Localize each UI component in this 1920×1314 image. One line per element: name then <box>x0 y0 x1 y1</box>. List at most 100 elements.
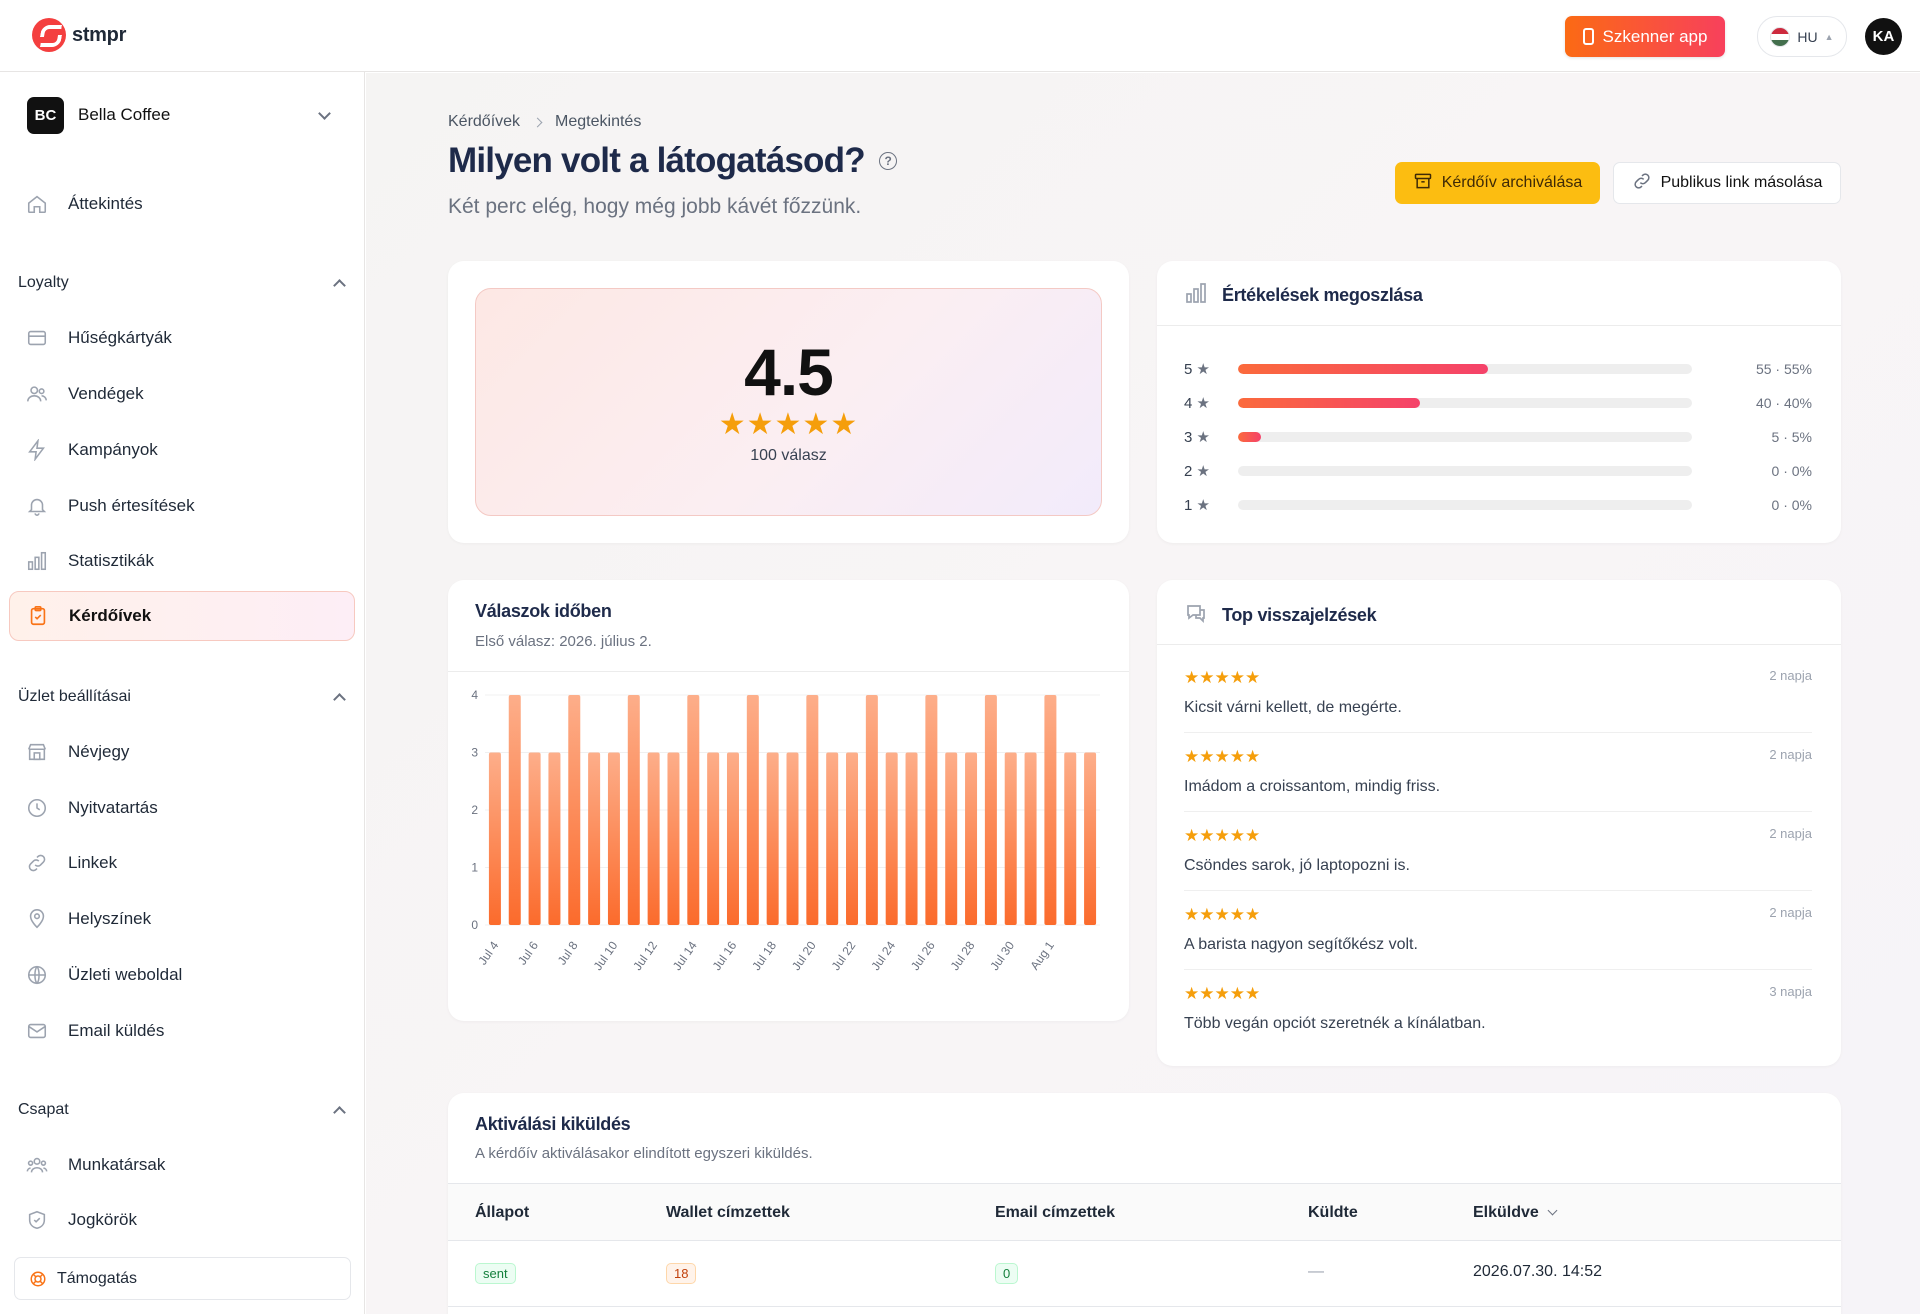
chart-bar[interactable] <box>905 752 918 926</box>
chart-bar[interactable] <box>786 752 799 926</box>
feedback-item: ★★★★★ 2 napja A barista nagyon segítőkés… <box>1184 891 1812 970</box>
users-icon <box>25 382 49 406</box>
archive-label: Kérdőív archiválása <box>1441 174 1583 191</box>
sidebar-item-locations[interactable]: Helyszínek <box>9 894 355 944</box>
support-label: Támogatás <box>57 1269 138 1287</box>
card-icon <box>25 326 49 350</box>
section-team[interactable]: Csapat <box>18 1101 346 1119</box>
support-button[interactable]: Támogatás <box>14 1257 351 1300</box>
sidebar-item-loyalty-cards[interactable]: Hűségkártyák <box>9 313 355 363</box>
scanner-app-button[interactable]: Szkenner app <box>1565 16 1725 57</box>
email-count-badge: 0 <box>995 1263 1019 1284</box>
phone-icon <box>1582 28 1594 45</box>
chart-bar[interactable] <box>548 752 561 926</box>
chat-icon <box>1184 601 1208 630</box>
breadcrumb-current: Megtekintés <box>555 113 642 130</box>
chart-bar[interactable] <box>1084 752 1097 926</box>
feedback-header: Top visszajelzések <box>1184 601 1377 630</box>
store-icon <box>25 740 49 764</box>
chart-bar[interactable] <box>726 752 739 926</box>
breadcrumb-parent[interactable]: Kérdőívek <box>448 113 521 130</box>
chart-bar[interactable] <box>607 752 620 926</box>
logo-text: stmpr <box>72 23 127 46</box>
chart-bar[interactable] <box>588 752 601 926</box>
sidebar-item-email[interactable]: Email küldés <box>9 1006 355 1056</box>
chart-bar[interactable] <box>707 752 720 926</box>
column-header-label: Elküldve <box>1473 1204 1539 1221</box>
x-tick-label: Jul 4 <box>475 938 501 967</box>
sidebar-item-opening-hours[interactable]: Nyitvatartás <box>9 783 355 833</box>
chart-bar[interactable] <box>885 752 898 926</box>
rating-count: 40 · 40% <box>1755 395 1812 411</box>
divider <box>1157 644 1841 645</box>
chart-bar[interactable] <box>528 752 541 926</box>
chart-bar[interactable] <box>1004 752 1017 926</box>
chart-bar[interactable] <box>806 695 819 925</box>
sidebar-item-push[interactable]: Push értesítések <box>9 481 355 531</box>
chart-bar[interactable] <box>647 752 660 926</box>
sidebar-item-campaigns[interactable]: Kampányok <box>9 425 355 475</box>
chart-bar[interactable] <box>1064 752 1077 926</box>
sidebar-item-statistics[interactable]: Statisztikák <box>9 536 355 586</box>
column-header-sent-at[interactable]: Elküldve <box>1473 1204 1558 1222</box>
feedback-stars: ★★★★★ <box>1184 984 1261 1003</box>
sidebar-item-surveys[interactable]: Kérdőívek <box>9 591 355 641</box>
sidebar-item-guests[interactable]: Vendégek <box>9 369 355 419</box>
sidebar-item-website[interactable]: Üzleti weboldal <box>9 950 355 1000</box>
chart-bar[interactable] <box>766 752 779 926</box>
sidebar-item-label: Helyszínek <box>68 909 152 928</box>
section-title: Loyalty <box>18 274 69 291</box>
sidebar-item-overview[interactable]: Áttekintés <box>9 179 355 229</box>
chart-bar[interactable] <box>846 752 859 926</box>
breadcrumb: Kérdőívek Megtekintés <box>448 113 641 131</box>
sidebar-item-links[interactable]: Linkek <box>9 838 355 888</box>
copy-public-link-button[interactable]: Publikus link másolása <box>1613 162 1841 204</box>
feedback-time: 2 napja <box>1769 826 1812 841</box>
chart-bar[interactable] <box>667 752 680 926</box>
responses-over-time-card: Válaszok időben Első válasz: 2026. júliu… <box>448 580 1129 1021</box>
user-avatar[interactable]: KA <box>1865 18 1902 55</box>
chart-bar[interactable] <box>925 695 938 925</box>
distribution-row: 5 ★ 55 · 55% <box>1184 359 1812 379</box>
language-selector[interactable]: HU ▲ <box>1757 16 1847 57</box>
chart-bar[interactable] <box>488 752 501 926</box>
rating-count: 5 · 5% <box>1771 429 1812 445</box>
sidebar-item-staff[interactable]: Munkatársak <box>9 1140 355 1190</box>
rating-count: 55 · 55% <box>1755 361 1812 377</box>
sidebar-item-profile[interactable]: Névjegy <box>9 727 355 777</box>
bar-chart-icon <box>1184 281 1208 310</box>
help-icon[interactable]: ? <box>878 152 897 170</box>
chevron-up-icon <box>333 692 346 706</box>
chart-bar[interactable] <box>945 752 958 926</box>
section-loyalty[interactable]: Loyalty <box>18 274 346 292</box>
page-title-row: Milyen volt a látogatásod? ? <box>448 141 897 181</box>
timeline-subtitle: Első válasz: 2026. július 2. <box>475 633 652 650</box>
clipboard-check-icon <box>26 604 50 628</box>
chart-bar[interactable] <box>984 695 997 925</box>
star-icon: ★ <box>1192 497 1210 514</box>
email-cell: 0 <box>995 1263 1019 1284</box>
chart-bar[interactable] <box>865 695 878 925</box>
sidebar-item-permissions[interactable]: Jogkörök <box>9 1195 355 1245</box>
app-logo[interactable]: stmpr <box>32 18 126 52</box>
chart-bar[interactable] <box>508 695 521 925</box>
chart-bar[interactable] <box>687 695 700 925</box>
chart-bar[interactable] <box>965 752 978 926</box>
chart-bar[interactable] <box>627 695 640 925</box>
business-switcher[interactable]: BC Bella Coffee <box>27 96 337 134</box>
rating-number: 1 <box>1184 497 1193 514</box>
chart-bar[interactable] <box>826 752 839 926</box>
copy-link-label: Publikus link másolása <box>1660 174 1823 191</box>
feedback-time: 2 napja <box>1769 747 1812 762</box>
archive-survey-button[interactable]: Kérdőív archiválása <box>1395 162 1600 204</box>
y-tick-label: 0 <box>471 918 478 932</box>
chart-bar[interactable] <box>746 695 759 925</box>
section-business-settings[interactable]: Üzlet beállításai <box>18 688 346 706</box>
chart-bar[interactable] <box>568 695 581 925</box>
map-pin-icon <box>25 907 49 931</box>
sent-at-cell: 2026.07.30. 14:52 <box>1473 1263 1603 1280</box>
chart-bar[interactable] <box>1044 695 1057 925</box>
page-title: Milyen volt a látogatásod? <box>448 141 866 180</box>
star-icon: ★ <box>1192 395 1210 412</box>
chart-bar[interactable] <box>1024 752 1037 926</box>
